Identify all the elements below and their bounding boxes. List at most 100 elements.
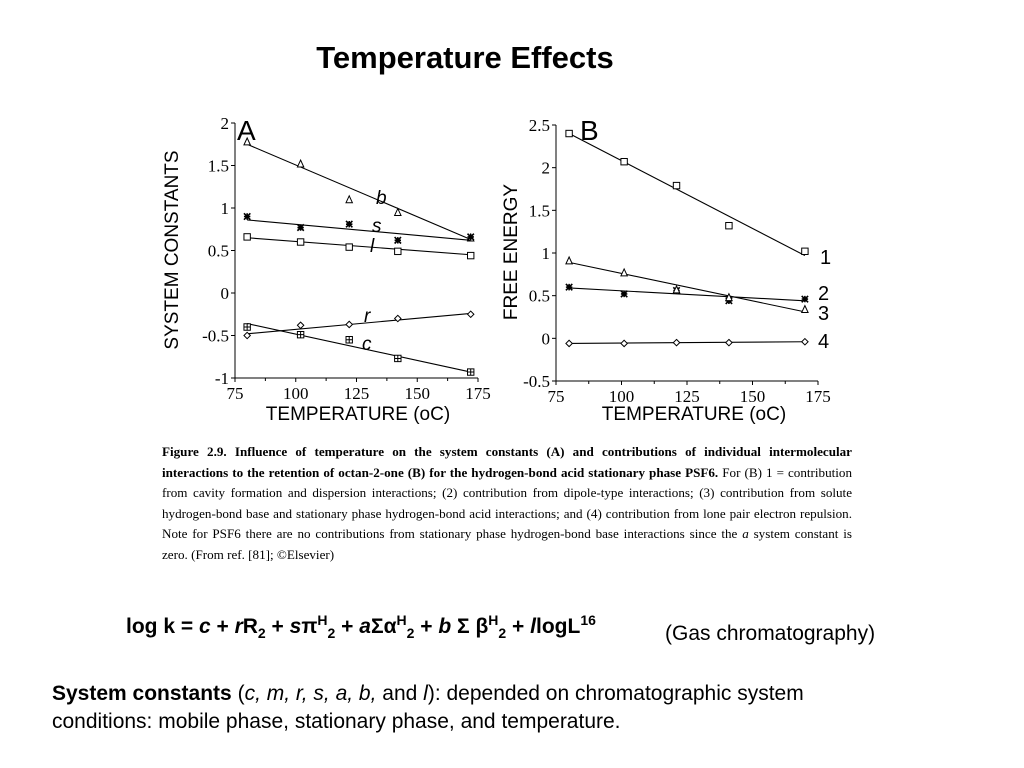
eq-beta: β: [475, 615, 489, 638]
data-point-1: [801, 247, 809, 255]
series-label-l: l: [370, 236, 375, 257]
slide-title: Temperature Effects: [316, 40, 614, 75]
series-label-2: 2: [818, 283, 829, 305]
data-point-2: [620, 290, 628, 298]
bottom-params: c, m, r, s, a, b,: [244, 682, 377, 705]
data-point-b: [393, 207, 402, 216]
data-point-s: [296, 223, 305, 232]
x-tick-label: 175: [465, 384, 491, 403]
fit-line-s: [247, 219, 471, 241]
x-tick-label: 75: [548, 387, 565, 406]
fit-line-b: [246, 143, 471, 240]
eq-a: a: [359, 615, 371, 638]
bottom-and: and: [376, 682, 424, 705]
data-point-2: [801, 295, 809, 303]
y-tick-label: -0.5: [202, 327, 229, 346]
data-point-s: [345, 220, 353, 228]
series-label-s: s: [372, 216, 382, 237]
chart-panel-b: 75 100 125 150 175 2.5 2 1.5 1 0.5 0 -0.5 FREE ENERG…: [501, 115, 831, 425]
caption-figure-label: Figure 2.9.: [162, 444, 227, 459]
caption-italic-word: a: [742, 526, 749, 542]
data-point-2: [565, 283, 573, 291]
caption-intro: Influence of temperature on the system c…: [162, 444, 852, 480]
data-point-4: [620, 339, 629, 348]
x-tick-label: 125: [674, 387, 700, 406]
y-tick-label: 0: [221, 284, 230, 303]
eq-plus-3: +: [335, 615, 360, 638]
y-tick-label: 1: [542, 244, 551, 263]
data-point-1: [620, 157, 628, 166]
data-point-c: [345, 336, 353, 344]
y-axis-label: FREE ENERGY: [501, 184, 522, 321]
fit-line-r: [247, 312, 471, 335]
x-tick-label: 150: [740, 387, 766, 406]
data-point-c: [296, 330, 305, 339]
data-point-4: [565, 339, 574, 348]
eq-lhs: log k =: [126, 615, 199, 638]
data-point-4: [725, 338, 733, 347]
x-tick-label: 175: [805, 387, 831, 406]
data-point-3: [565, 255, 574, 265]
system-constants-text: System constants (c, m, r, s, a, b, and …: [52, 680, 1002, 736]
caption-body: For (B) 1 = contribution from cavity for…: [162, 464, 852, 542]
data-point-3: [620, 267, 629, 277]
data-point-1: [565, 129, 573, 138]
eq-l: l: [530, 615, 536, 638]
fit-line-1: [568, 133, 806, 257]
data-point-l: [394, 247, 402, 256]
y-tick-label: 0.5: [529, 287, 550, 306]
eq-sup-16: 16: [580, 612, 596, 628]
x-tick-label: 75: [227, 384, 244, 403]
y-axis-label: SYSTEM CONSTANTS: [162, 150, 183, 349]
series-b: b: [243, 136, 475, 242]
series-l: l: [243, 233, 475, 260]
x-axis-label: TEMPERATURE (oC): [266, 404, 450, 425]
bottom-line1: ): depended on chromatographic system: [427, 682, 804, 705]
fit-line-c: [247, 323, 471, 373]
eq-sup-beta: H: [488, 612, 499, 628]
panel-letter: A: [237, 115, 256, 146]
series-r: r: [243, 306, 475, 340]
data-point-l: [467, 251, 475, 260]
data-point-c: [467, 368, 475, 376]
data-point-3: [672, 284, 681, 294]
y-tick-label: -1: [215, 369, 229, 388]
data-point-r: [393, 314, 402, 323]
equation-note: (Gas chromatography): [665, 622, 876, 645]
data-point-l: [243, 233, 251, 241]
series-label-r: r: [364, 306, 371, 327]
y-tick-label: 2: [221, 114, 230, 133]
fit-line-4: [569, 341, 805, 345]
eq-plus-5: +: [506, 615, 531, 638]
y-tick-label: 0.5: [208, 242, 229, 261]
fit-line-2: [569, 287, 805, 302]
eq-sub-pi: 2: [327, 625, 336, 642]
x-tick-label: 100: [609, 387, 635, 406]
x-axis-label: TEMPERATURE (oC): [602, 404, 786, 425]
bottom-param-l: l: [423, 682, 428, 705]
data-point-1: [672, 181, 681, 190]
series-s: s: [243, 212, 475, 245]
bottom-open: (: [231, 682, 245, 705]
y-tick-label: 2: [542, 159, 551, 178]
eq-r: r: [234, 615, 243, 638]
data-point-l: [345, 243, 353, 251]
y-tick-label: 1: [221, 199, 230, 218]
x-tick-label: 125: [344, 384, 370, 403]
series-2: 2: [565, 283, 829, 305]
y-tick-label: 1.5: [208, 157, 229, 176]
eq-c: c: [198, 615, 211, 638]
eq-sub-r: 2: [257, 625, 266, 642]
data-point-s: [394, 236, 402, 245]
series-1: 1: [565, 129, 831, 269]
y-tick-label: -0.5: [523, 372, 550, 391]
data-point-b: [296, 158, 305, 168]
eq-R: R: [242, 615, 258, 638]
series-label-b: b: [376, 188, 387, 209]
x-tick-label: 150: [405, 384, 431, 403]
data-point-3: [800, 304, 809, 314]
data-point-l: [296, 238, 305, 246]
eq-sigma-alpha: Σα: [370, 615, 397, 638]
y-tick-label: 2.5: [529, 116, 550, 135]
